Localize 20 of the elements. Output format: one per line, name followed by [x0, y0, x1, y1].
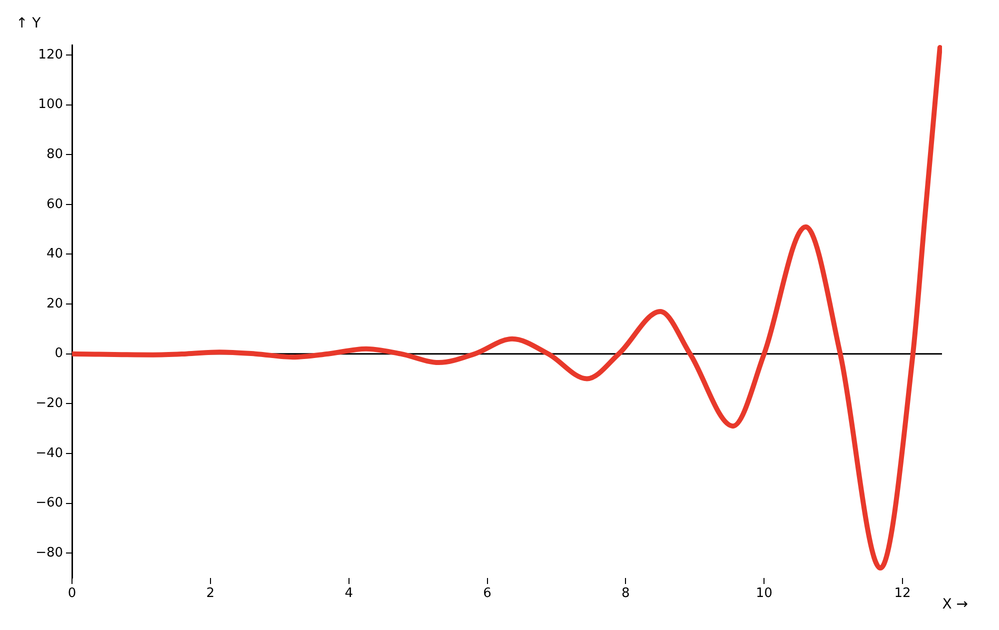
y-tick-label: 100: [38, 97, 63, 112]
x-tick-label: 4: [344, 586, 353, 602]
x-tick-label: 6: [483, 586, 492, 602]
y-axis-title: ↑ Y: [16, 16, 42, 32]
x-tick-label: 12: [894, 586, 911, 602]
y-tick-label: 20: [46, 296, 63, 312]
x-tick-label: 0: [68, 586, 76, 602]
x-tick-label: 8: [622, 586, 630, 602]
x-axis-title: X →: [942, 596, 968, 613]
y-tick-label: −80: [36, 545, 63, 560]
y-tick-label: −60: [36, 496, 63, 511]
y-tick-label: 40: [46, 246, 63, 262]
y-tick-label: 120: [38, 47, 63, 62]
y-tick-label: 60: [46, 196, 63, 212]
y-tick-label: −20: [36, 396, 63, 412]
y-tick-label: 80: [46, 146, 63, 162]
y-tick-label: 0: [54, 346, 63, 362]
x-tick-label: 2: [206, 586, 215, 602]
y-tick-label: −40: [36, 446, 63, 461]
x-tick-label: 10: [756, 586, 772, 602]
